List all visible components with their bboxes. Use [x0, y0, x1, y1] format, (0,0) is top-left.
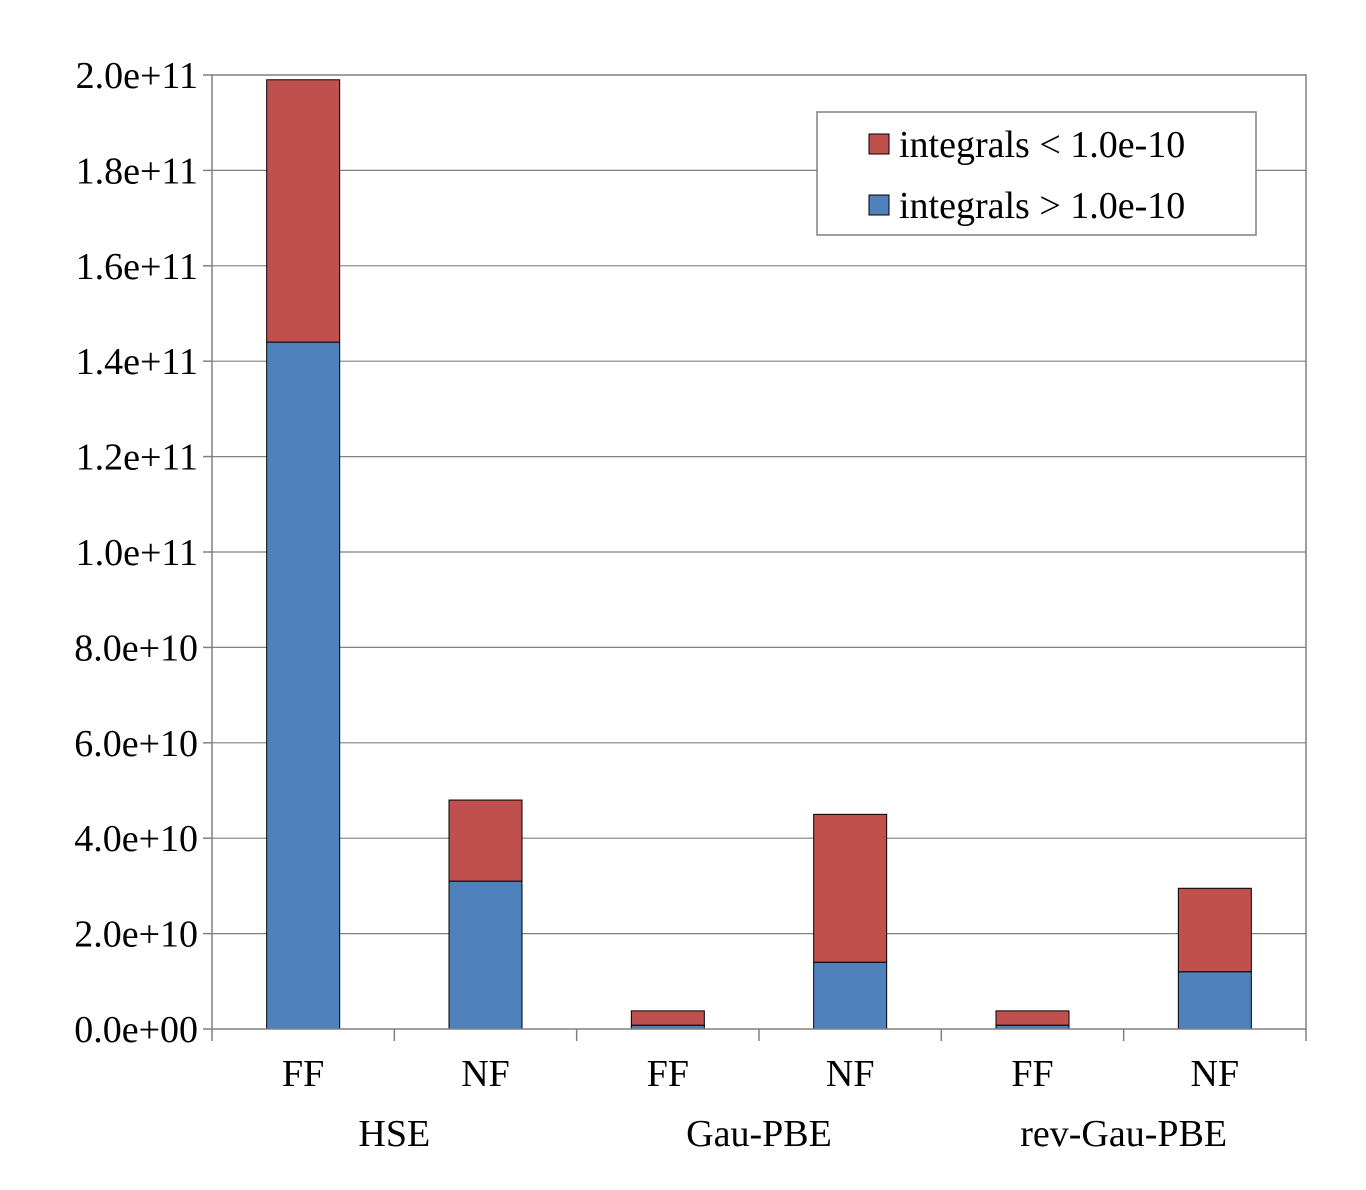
legend-label: integrals > 1.0e-10: [899, 185, 1185, 227]
bar-segment: [1177, 887, 1252, 973]
bar-segment: [995, 1010, 1070, 1026]
x-tick-label: NF: [1191, 1053, 1240, 1095]
legend: integrals < 1.0e-10 integrals > 1.0e-10: [816, 111, 1257, 236]
legend-label: integrals < 1.0e-10: [899, 124, 1185, 166]
x-tick-label: NF: [461, 1053, 510, 1095]
bar-segment: [813, 813, 888, 963]
x-tick-label: NF: [826, 1053, 875, 1095]
y-tick-label: 6.0e+10: [74, 723, 198, 765]
legend-swatch: [868, 133, 890, 155]
y-tick-label: 1.4e+11: [76, 341, 198, 383]
group-label: Gau-PBE: [686, 1113, 832, 1155]
x-tick-label: FF: [282, 1053, 324, 1095]
y-tick-label: 1.8e+11: [76, 150, 198, 192]
bar-segment: [1177, 971, 1252, 1030]
axes: 0.0e+00 2.0e+10 4.0e+10 6.0e+10 8.0e+10 1.0e+…: [74, 55, 1307, 1155]
y-tick-label: 1.0e+11: [76, 532, 198, 574]
x-tick-label: FF: [647, 1053, 689, 1095]
y-tick-label: 1.6e+11: [76, 246, 198, 288]
y-tick-label: 4.0e+10: [74, 818, 198, 860]
y-tick-label: 1.2e+11: [76, 437, 198, 479]
x-tick-label: FF: [1011, 1053, 1053, 1095]
bar-segment: [448, 799, 523, 882]
bar-segment: [448, 880, 523, 1030]
group-label: HSE: [358, 1113, 430, 1155]
bars: [266, 79, 1252, 1030]
y-tick-label: 8.0e+10: [74, 627, 198, 669]
group-label: rev-Gau-PBE: [1020, 1113, 1227, 1155]
y-tick-label: 0.0e+00: [74, 1009, 198, 1051]
bar-segment: [813, 961, 888, 1030]
legend-swatch: [868, 194, 890, 216]
y-tick-label: 2.0e+10: [74, 914, 198, 956]
bar-segment: [266, 341, 341, 1030]
bar-segment: [266, 79, 341, 343]
bar-segment: [630, 1010, 705, 1026]
gridlines: [212, 169, 1306, 935]
legend-box: [816, 111, 1257, 236]
y-tick-label: 2.0e+11: [76, 55, 198, 97]
